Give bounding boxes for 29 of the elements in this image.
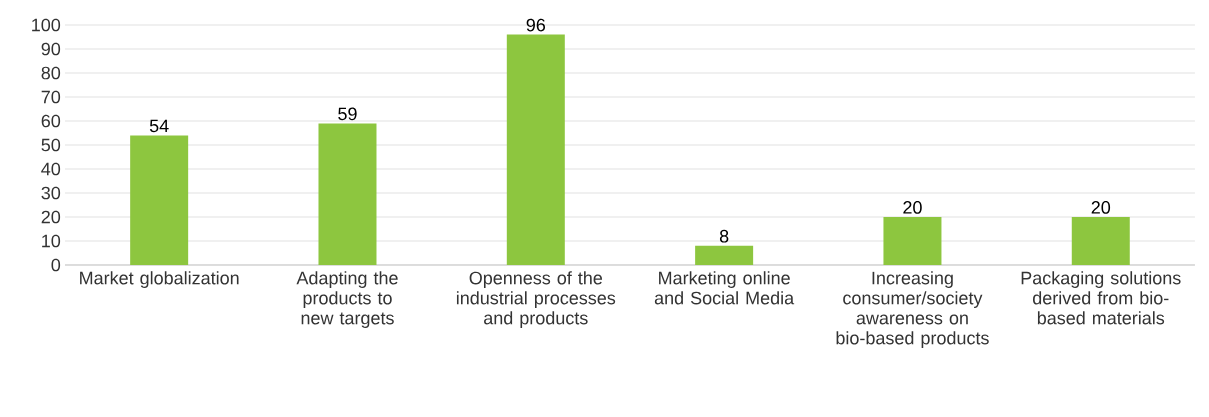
y-tick-label: 50 <box>41 138 61 152</box>
bar <box>883 217 942 265</box>
data-label: 96 <box>526 18 546 32</box>
x-tick-label: Increasing consumer/society awareness on bio-based products <box>836 271 989 348</box>
y-tick-label: 80 <box>41 66 61 80</box>
x-tick-label: Marketing online and Social Media <box>654 271 795 305</box>
x-tick-label: Openness of the industrial processes and products <box>456 271 616 328</box>
bar <box>318 123 377 265</box>
y-tick-label: 10 <box>42 234 61 248</box>
x-tick-label: Packaging solutions derived from bio-based materials <box>1021 271 1181 325</box>
y-tick-label: 90 <box>41 42 61 56</box>
bar <box>130 135 189 265</box>
data-label: 54 <box>149 119 169 133</box>
y-tick-label: 30 <box>41 186 61 200</box>
bar <box>506 34 565 265</box>
data-label: 20 <box>1091 201 1111 214</box>
bar <box>1071 217 1130 265</box>
x-tick-label: Market globalization <box>80 271 239 288</box>
y-tick-label: 40 <box>41 162 61 176</box>
y-tick-label: 60 <box>41 114 61 128</box>
data-label: 59 <box>338 107 357 121</box>
x-tick-label: Adapting the products to new targets <box>296 271 398 328</box>
data-label: 8 <box>719 229 729 243</box>
y-tick-label: 0 <box>51 258 61 272</box>
y-tick-label: 20 <box>41 210 61 224</box>
data-label: 20 <box>903 201 922 214</box>
y-tick-label: 70 <box>41 90 61 104</box>
bar <box>695 245 754 265</box>
y-tick-label: 100 <box>32 18 61 32</box>
